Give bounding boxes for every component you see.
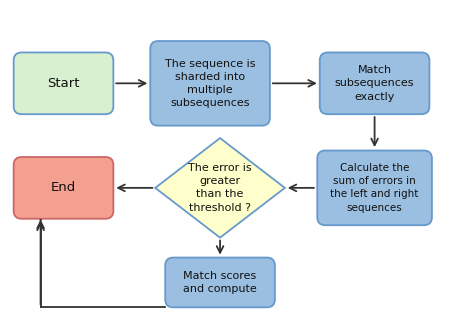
FancyBboxPatch shape [165,258,275,308]
Text: Match scores
and compute: Match scores and compute [183,271,257,294]
Text: Start: Start [47,77,80,90]
Text: The error is
greater
than the
threshold ?: The error is greater than the threshold … [188,163,252,213]
FancyBboxPatch shape [320,52,429,114]
FancyBboxPatch shape [14,157,113,219]
FancyBboxPatch shape [150,41,270,126]
FancyBboxPatch shape [317,150,432,225]
Text: End: End [51,181,76,194]
Text: Match
subsequences
exactly: Match subsequences exactly [335,65,414,101]
FancyBboxPatch shape [14,52,113,114]
Polygon shape [155,138,285,238]
Text: The sequence is
sharded into
multiple
subsequences: The sequence is sharded into multiple su… [165,59,255,108]
Text: Calculate the
sum of errors in
the left and right
sequences: Calculate the sum of errors in the left … [330,163,419,213]
